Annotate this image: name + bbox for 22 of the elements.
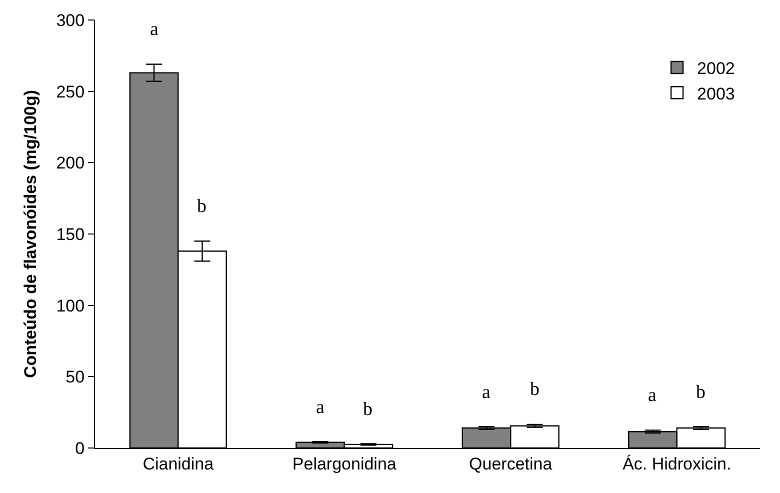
annotation: a: [482, 382, 491, 403]
y-tick-label: 150: [56, 224, 85, 244]
annotation: a: [648, 385, 657, 406]
annotation: b: [197, 196, 206, 217]
y-axis-title: Conteúdo de flavonóides (mg/100g): [20, 90, 40, 378]
legend-label: 2003: [697, 84, 735, 104]
annotation: b: [530, 379, 540, 400]
legend-label: 2002: [697, 59, 735, 78]
y-tick-label: 50: [66, 368, 85, 387]
y-tick-label: 200: [56, 154, 85, 173]
y-tick-label: 300: [56, 10, 85, 30]
y-tick-label: 0: [75, 438, 85, 458]
x-tick-label: Pelargonidina: [292, 454, 397, 474]
annotation: b: [363, 399, 372, 420]
x-tick-label: Quercetina: [469, 454, 553, 474]
y-tick-label: 100: [56, 296, 85, 316]
annotation: a: [150, 19, 159, 40]
x-tick-label: Cianidina: [142, 454, 214, 474]
y-tick-label: 250: [56, 82, 85, 102]
x-tick-label: Ác. Hidroxicin.: [622, 454, 732, 474]
annotation: b: [696, 382, 706, 403]
annotation: a: [316, 397, 325, 418]
